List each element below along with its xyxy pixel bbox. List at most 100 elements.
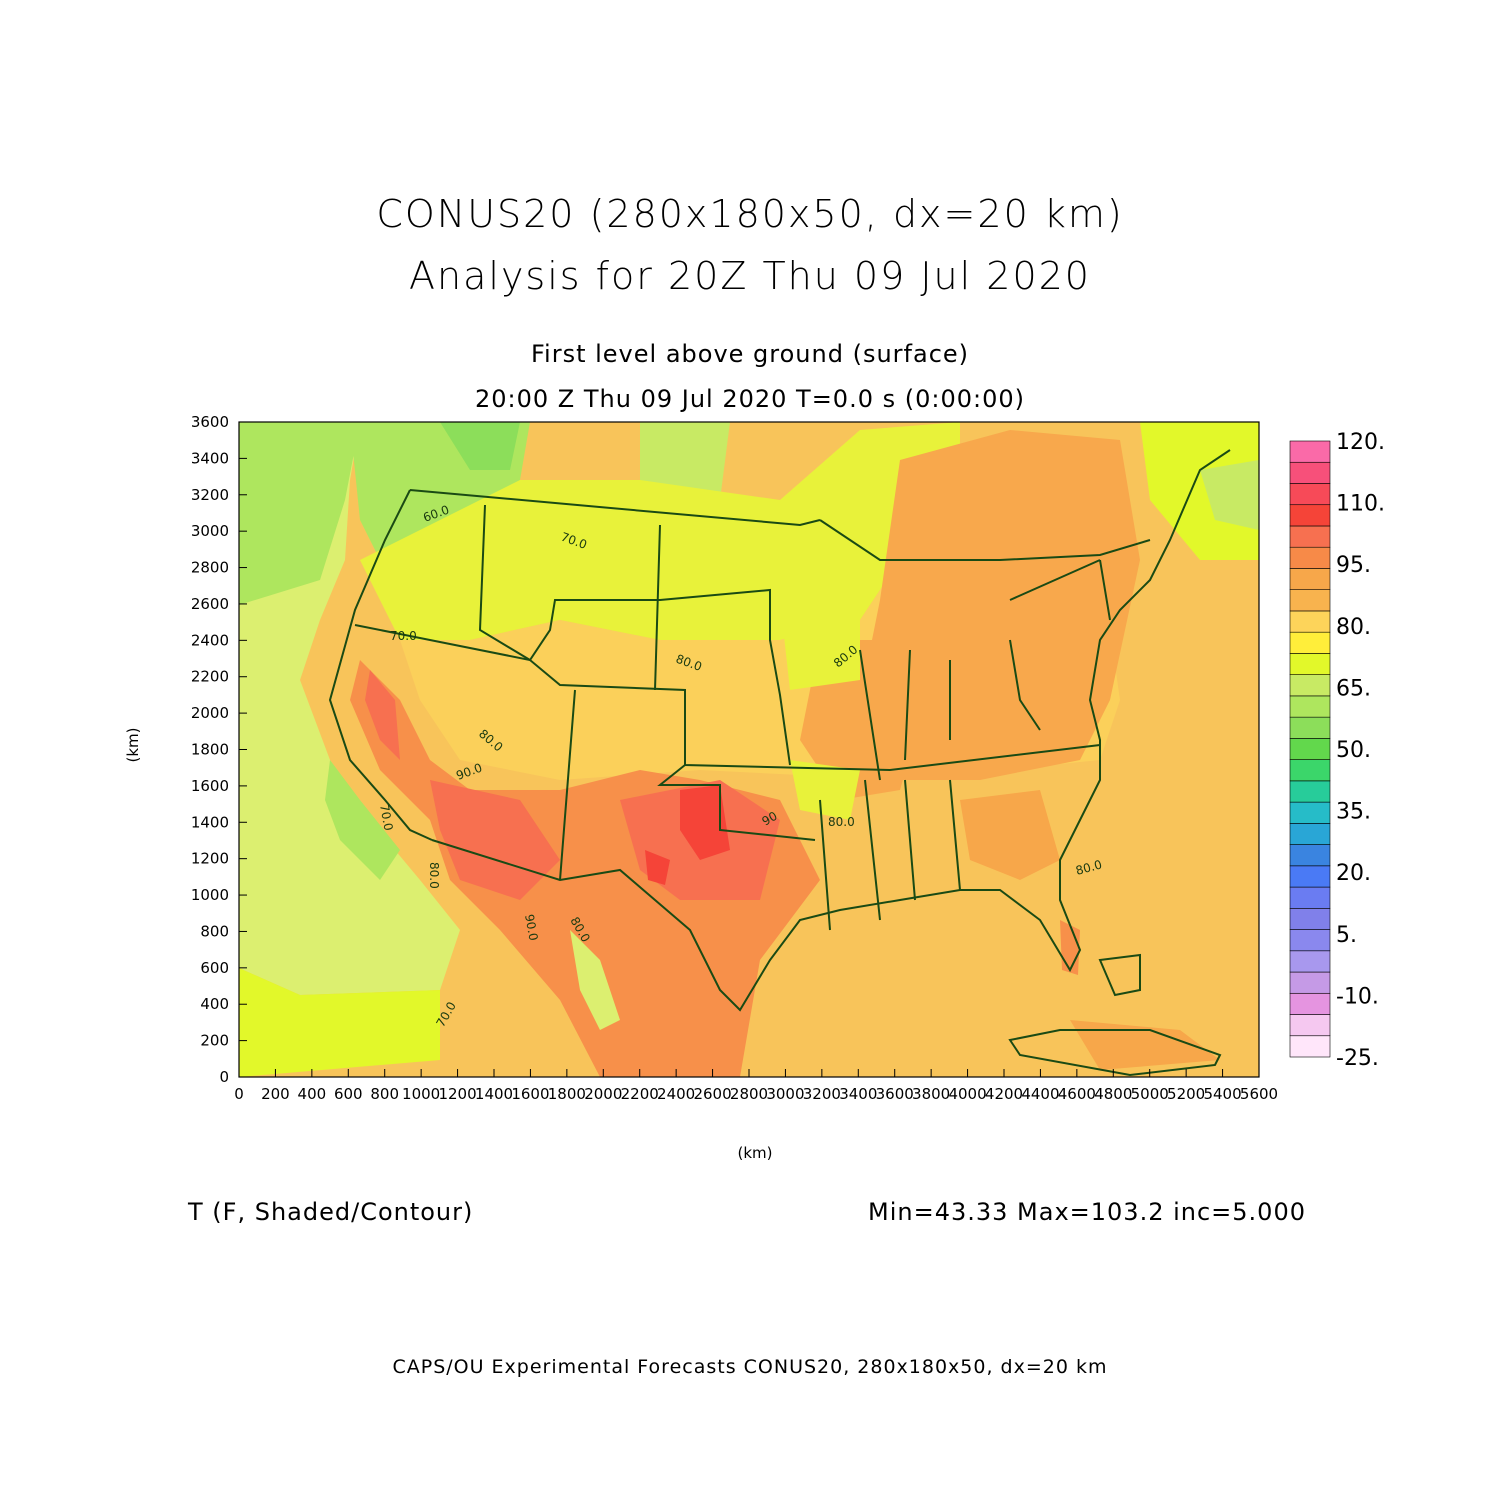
colorbar-swatch [1289, 716, 1331, 739]
min-max-stats: Min=43.33 Max=103.2 inc=5.000 [868, 1198, 1306, 1226]
x-axis: 0 200 400 600 800 100012001400160018002000220… [234, 1069, 1278, 1103]
texas-hotspot [680, 785, 730, 860]
x-tick-label: 2800 [730, 1085, 768, 1103]
contour-label: 90 [760, 809, 780, 829]
colorbar-label: 5. [1336, 923, 1357, 948]
colorbar-swatch [1289, 610, 1331, 633]
colorbar-label: 20. [1336, 861, 1371, 886]
colorbar-swatch [1289, 483, 1331, 506]
great-lakes-yellow [780, 600, 860, 690]
title-line-2: Analysis for 20Z Thu 09 Jul 2020 [409, 254, 1091, 298]
colorbar-swatch [1289, 1035, 1331, 1058]
x-tick-label: 1600 [511, 1085, 549, 1103]
y-tick-label: 2600 [191, 595, 229, 613]
colorbar-swatch [1289, 865, 1331, 888]
colorbar-swatch [1289, 695, 1331, 718]
x-tick-label: 4800 [1094, 1085, 1132, 1103]
y-tick-label: 0 [219, 1068, 229, 1086]
kansas-yellow [790, 760, 860, 820]
colorbar-label: 95. [1336, 553, 1371, 578]
x-tick-label: 5000 [1131, 1085, 1169, 1103]
colorbar-label: 110. [1336, 492, 1385, 517]
cuba-outline [1008, 1029, 1222, 1077]
contour-label: 80.0 [1074, 857, 1103, 877]
x-tick-label: 5600 [1240, 1085, 1278, 1103]
colorbar-swatch [1289, 631, 1331, 654]
x-tick-label: 1000 [402, 1085, 440, 1103]
x-tick-label: 4400 [1021, 1085, 1059, 1103]
colorbar-label: 120. [1336, 430, 1385, 455]
colorbar-swatch [1289, 823, 1331, 845]
colorbar-swatch [1289, 504, 1331, 527]
x-tick-label: 400 [298, 1085, 327, 1103]
contour-label: 70.0 [390, 629, 417, 643]
y-tick-label: 200 [200, 1032, 229, 1050]
y-tick-label: 3600 [191, 413, 229, 431]
colorbar-swatch [1289, 461, 1331, 484]
south-east-coast [431, 449, 1231, 1012]
pacific-yellow-south [239, 968, 440, 1077]
colorbar-swatch [1289, 759, 1331, 782]
colorbar-swatch [1289, 992, 1331, 1015]
contour-labels: 60.0 70.0 70.0 80.0 80.0 80.0 90.0 70.0 … [377, 503, 1104, 1030]
x-tick-label: 1800 [548, 1085, 586, 1103]
pnw-dark-green [440, 422, 520, 470]
x-tick-label: 2600 [693, 1085, 731, 1103]
colorbar-swatch [1289, 780, 1331, 803]
interior-borders-3 [559, 524, 961, 931]
colorbar-label: 35. [1336, 800, 1371, 825]
x-tick-label: 3200 [803, 1085, 841, 1103]
y-tick-label: 3400 [191, 449, 229, 467]
colorbar-label: 80. [1336, 615, 1371, 640]
y-tick-label: 1400 [191, 813, 229, 831]
x-tick-label: 3600 [876, 1085, 914, 1103]
x-tick-label: 5200 [1167, 1085, 1205, 1103]
y-axis-label: (km) [124, 727, 142, 763]
x-tick-label: 1200 [438, 1085, 476, 1103]
colorbar-swatch [1289, 546, 1331, 569]
colorbar-label: 65. [1336, 676, 1371, 701]
colorbar-swatch [1289, 1014, 1331, 1037]
great-lakes-border [819, 519, 1151, 561]
y-tick-label: 1800 [191, 741, 229, 759]
x-tick-label: 0 [234, 1085, 244, 1103]
title-line-1: CONUS20 (280x180x50, dx=20 km) [376, 192, 1124, 236]
map-fill [239, 422, 1259, 1077]
colorbar-swatch [1289, 738, 1331, 760]
y-tick-label: 2400 [191, 631, 229, 649]
colorbar-swatch [1289, 950, 1331, 973]
west-coast [328, 489, 433, 841]
x-tick-label: 3800 [912, 1085, 950, 1103]
colorbar-swatch [1289, 801, 1331, 824]
colorbar-label: -10. [1336, 984, 1379, 1009]
x-tick-label: 2400 [657, 1085, 695, 1103]
map-boundaries [328, 449, 1231, 1077]
pacific-green-north [239, 422, 360, 605]
bahamas-outline [1098, 953, 1141, 997]
colorbar-label: 50. [1336, 738, 1371, 763]
y-axis: 0 200 400 600 800 1000 1200 1400 1600 1800 2000 220… [191, 413, 247, 1086]
x-tick-label: 2000 [584, 1085, 622, 1103]
x-tick-label: 4000 [948, 1085, 986, 1103]
colorbar-swatch [1289, 886, 1331, 909]
y-tick-label: 1600 [191, 777, 229, 795]
california-valley [365, 670, 400, 760]
contour-label: 80.0 [828, 815, 855, 829]
x-tick-label: 2200 [621, 1085, 659, 1103]
colorbar-swatch [1289, 440, 1331, 463]
y-tick-label: 2000 [191, 704, 229, 722]
colorbar-swatch [1289, 674, 1331, 697]
cuba-orange [1070, 1020, 1220, 1070]
colorbar-swatch [1289, 525, 1331, 548]
colorbar [1289, 440, 1331, 1058]
maine-green [1200, 460, 1259, 530]
colorbar-swatch [1289, 568, 1331, 590]
y-tick-label: 3200 [191, 486, 229, 504]
contour-label: 70.0 [377, 803, 395, 832]
southeast-orange [960, 790, 1060, 880]
y-tick-label: 2800 [191, 559, 229, 577]
credit-footer: CAPS/OU Experimental Forecasts CONUS20, … [392, 1356, 1108, 1378]
y-tick-label: 600 [200, 959, 229, 977]
y-tick-label: 3000 [191, 522, 229, 540]
